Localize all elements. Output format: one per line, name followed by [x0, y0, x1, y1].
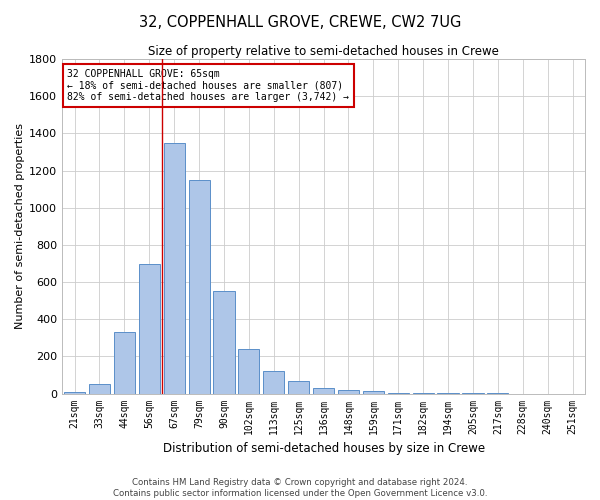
Bar	[363, 391, 384, 394]
Text: 32 COPPENHALL GROVE: 65sqm
← 18% of semi-detached houses are smaller (807)
82% o: 32 COPPENHALL GROVE: 65sqm ← 18% of semi…	[67, 69, 349, 102]
Bar	[89, 384, 110, 394]
Bar	[413, 393, 434, 394]
Bar	[188, 180, 209, 394]
Bar	[114, 332, 135, 394]
Bar	[313, 388, 334, 394]
Bar	[238, 349, 259, 394]
Text: 32, COPPENHALL GROVE, CREWE, CW2 7UG: 32, COPPENHALL GROVE, CREWE, CW2 7UG	[139, 15, 461, 30]
Bar	[139, 264, 160, 394]
Bar	[164, 143, 185, 394]
Title: Size of property relative to semi-detached houses in Crewe: Size of property relative to semi-detach…	[148, 45, 499, 58]
Bar	[388, 392, 409, 394]
Bar	[288, 382, 309, 394]
Bar	[338, 390, 359, 394]
Bar	[263, 372, 284, 394]
Bar	[64, 392, 85, 394]
Text: Contains HM Land Registry data © Crown copyright and database right 2024.
Contai: Contains HM Land Registry data © Crown c…	[113, 478, 487, 498]
Bar	[214, 292, 235, 394]
Y-axis label: Number of semi-detached properties: Number of semi-detached properties	[15, 124, 25, 330]
X-axis label: Distribution of semi-detached houses by size in Crewe: Distribution of semi-detached houses by …	[163, 442, 485, 455]
